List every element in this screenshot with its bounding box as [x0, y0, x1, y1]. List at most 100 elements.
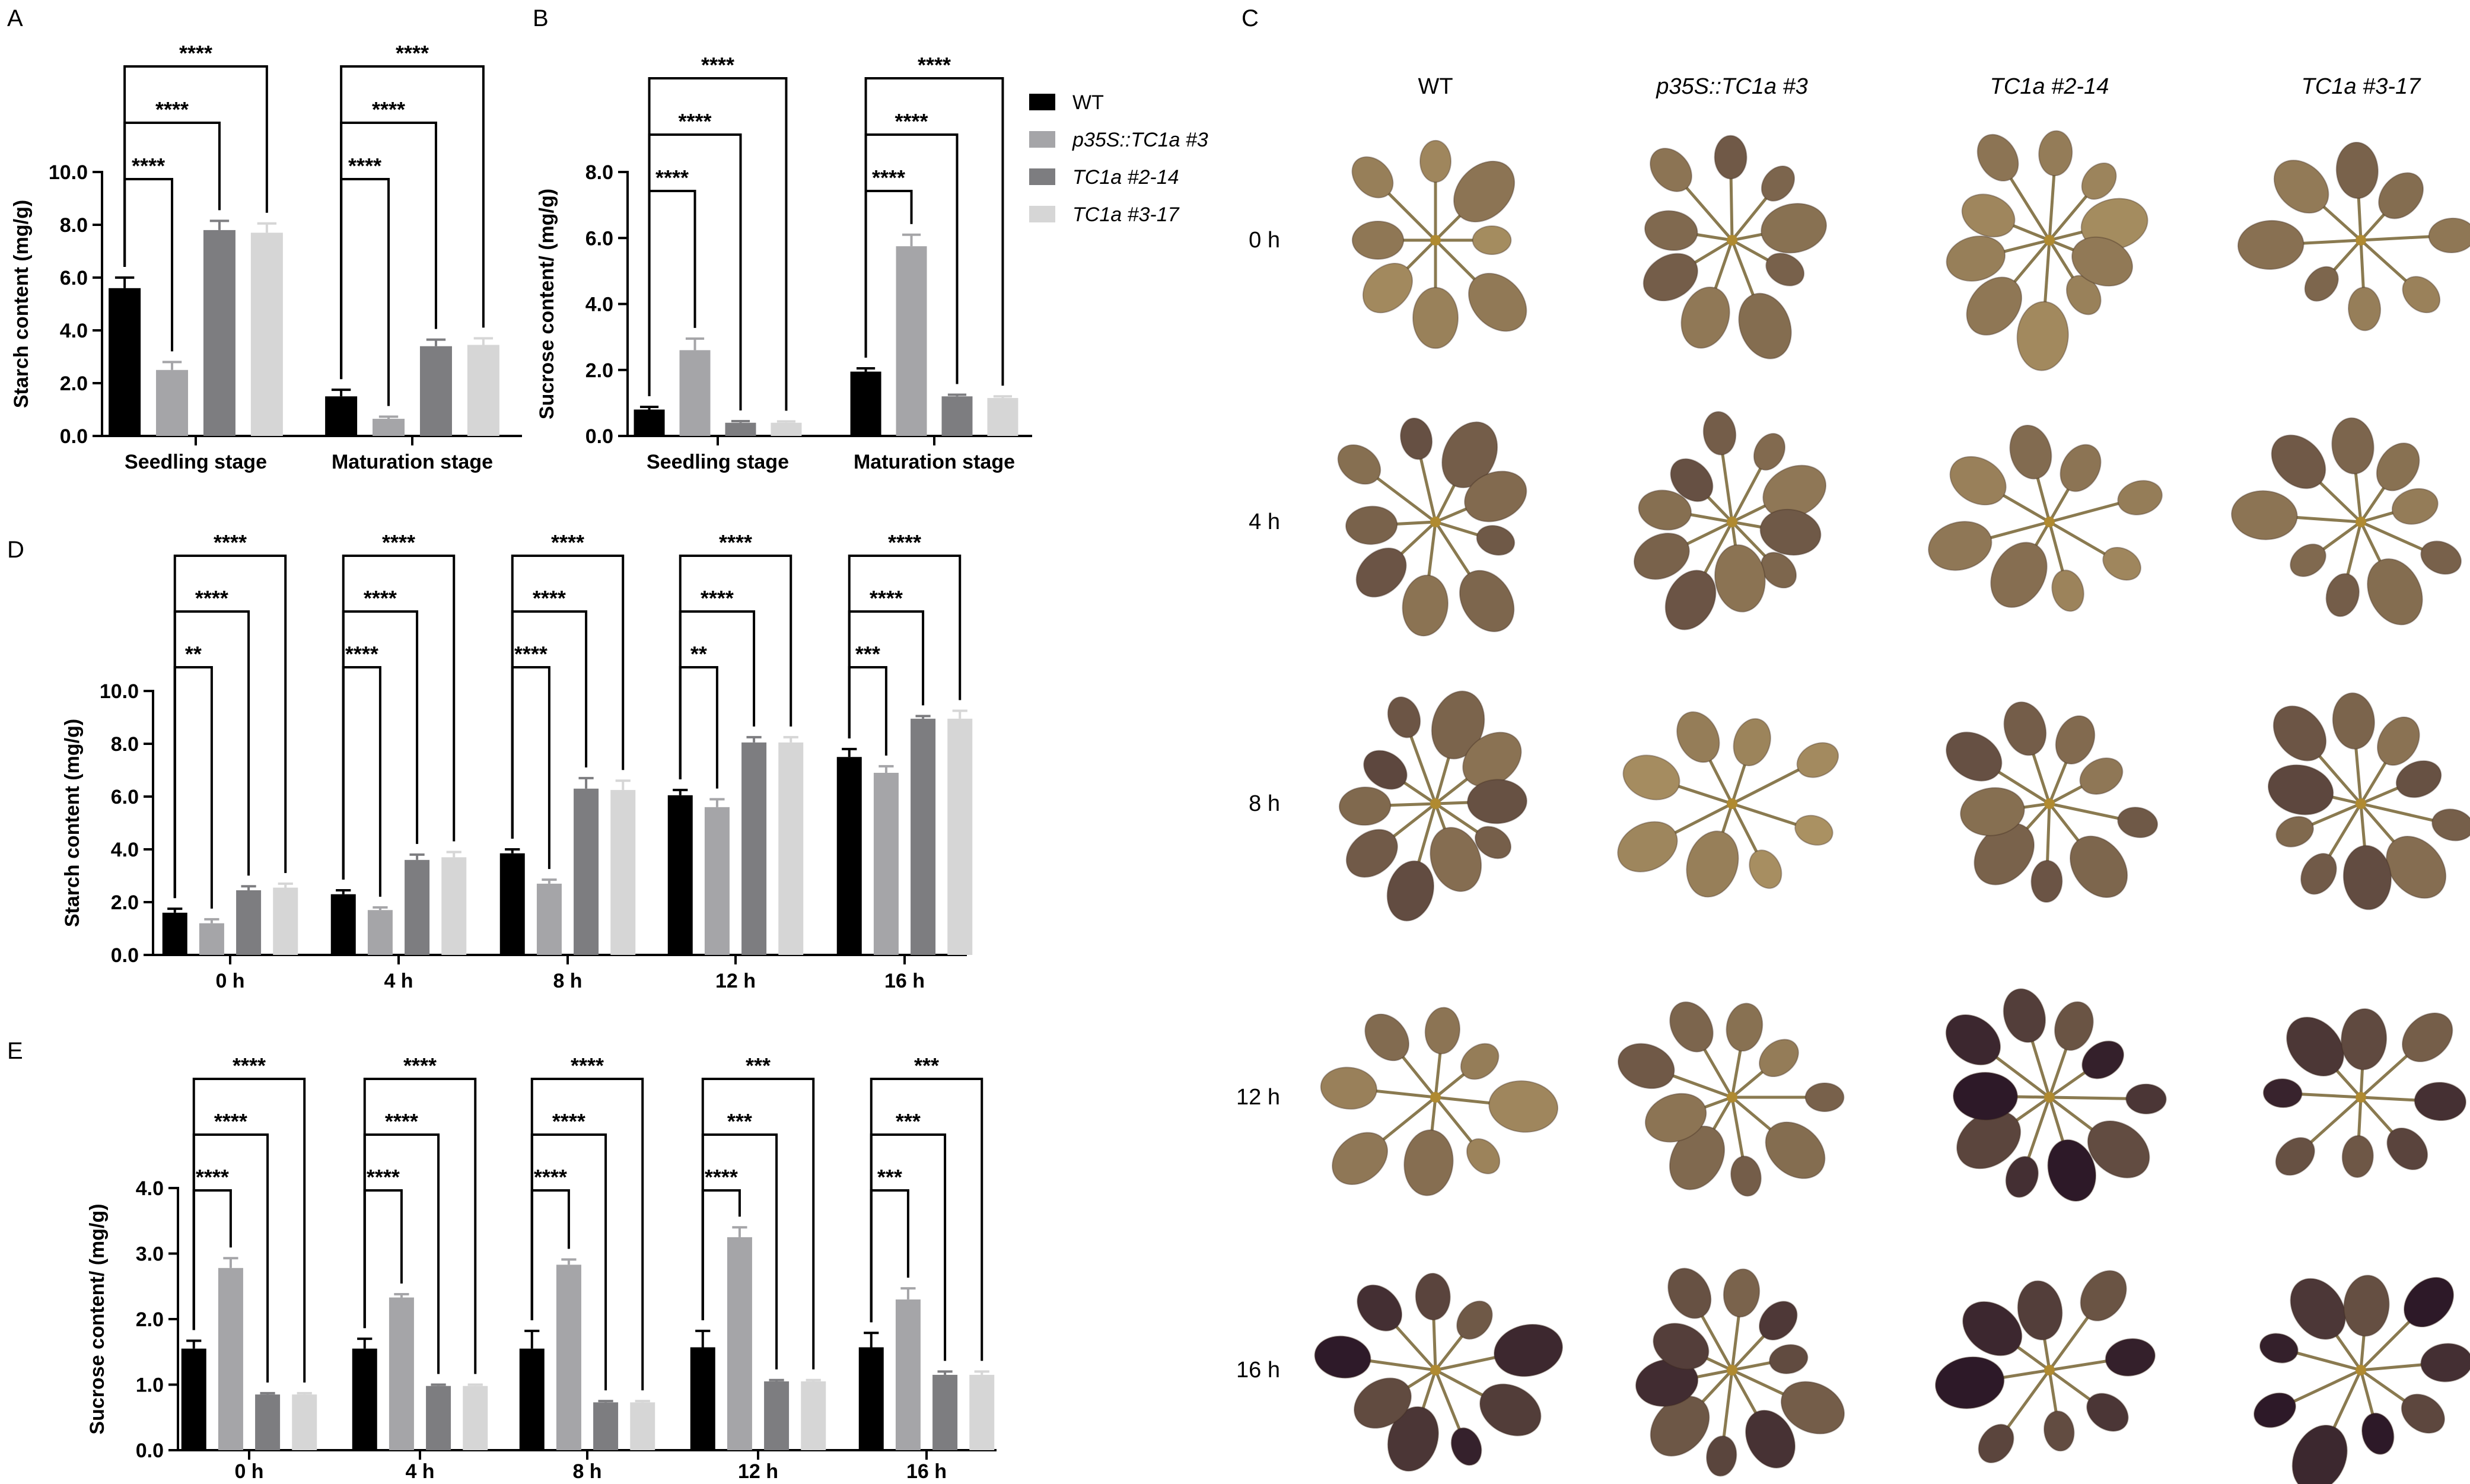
rosette-image — [1946, 130, 2148, 371]
leaf-blade — [1953, 1072, 2019, 1121]
significance-bracket — [701, 1078, 815, 1370]
leaf-blade — [1961, 193, 2016, 238]
petiole — [1434, 1331, 1466, 1371]
leaf-blade — [2070, 835, 2128, 899]
bar — [679, 350, 711, 436]
leaf-blade — [2125, 1083, 2167, 1114]
rosette-image — [1314, 1272, 1563, 1472]
leaf-blade — [1622, 754, 1680, 801]
petiole — [1991, 766, 2051, 805]
leaf — [2275, 1096, 2362, 1176]
petiole — [2048, 1368, 2095, 1404]
leaf — [1946, 731, 2051, 805]
leaf-blade — [1386, 860, 1434, 922]
y-tick-label: 6.0 — [60, 267, 88, 289]
leaf-blade — [2342, 845, 2392, 910]
leaf — [1949, 456, 2051, 524]
leaf — [1332, 1096, 1437, 1185]
leaf-blade — [1400, 417, 1433, 460]
leaf-blade — [2047, 1139, 2097, 1202]
leaf-blade — [2348, 286, 2382, 332]
leaf — [2048, 1040, 2124, 1099]
leaf-blade — [1387, 696, 1421, 738]
bar — [690, 1347, 715, 1450]
leaf — [2342, 803, 2392, 910]
petiole — [2359, 482, 2389, 523]
leaf — [2049, 480, 2163, 524]
petiole — [2360, 234, 2435, 242]
petiole — [1387, 802, 1437, 842]
petiole — [2288, 515, 2361, 524]
row-label: 16 h — [1236, 1358, 1280, 1383]
significance-label: **** — [385, 1109, 418, 1133]
significance-label: **** — [155, 97, 189, 122]
leaf — [1686, 803, 1739, 898]
leaf — [1434, 421, 1498, 523]
leaf-blade — [1760, 552, 1797, 589]
leaf-blade — [1960, 787, 2025, 836]
leaf — [1653, 1323, 1733, 1372]
bar — [725, 422, 756, 436]
petiole — [2359, 803, 2367, 854]
leaf — [1706, 1370, 1737, 1477]
leaf-blade — [1402, 574, 1449, 637]
leaf-blade — [1669, 1125, 1726, 1190]
significance-label: **** — [403, 1053, 437, 1078]
panel-letter: B — [533, 5, 549, 31]
bar — [367, 910, 393, 955]
significance-label: ** — [690, 642, 707, 666]
leaf — [1731, 508, 1822, 556]
leaf — [1731, 802, 1834, 846]
leaf — [1430, 803, 1482, 892]
leaf-blade — [1424, 1007, 1460, 1055]
petiole — [1426, 521, 1437, 584]
bar — [801, 1381, 826, 1450]
leaf-blade — [2259, 1333, 2299, 1364]
leaf-blade — [1946, 235, 2006, 282]
leaf-blade — [1664, 569, 1717, 630]
petiole — [1982, 520, 2050, 542]
leaf-blade — [1462, 731, 1522, 788]
leaf — [2262, 1078, 2361, 1109]
leaf-blade — [2273, 160, 2329, 214]
leaf — [1731, 464, 1827, 524]
bar — [463, 1386, 488, 1450]
petiole — [2360, 802, 2439, 823]
leaf — [1702, 411, 1737, 523]
petiole — [2360, 784, 2404, 805]
petiole — [1730, 1044, 1743, 1098]
leaf — [1731, 1096, 1826, 1179]
significance-label: **** — [396, 41, 429, 65]
petiole — [2048, 483, 2073, 523]
leaf — [2049, 1338, 2156, 1377]
rosette-center — [1727, 1092, 1737, 1103]
petiole — [1730, 240, 1758, 304]
significance-bracket — [192, 1078, 306, 1383]
leaf-blade — [1464, 470, 1527, 523]
petiole — [1731, 1331, 1769, 1371]
petiole — [2359, 240, 2366, 294]
leaf — [1726, 1002, 1764, 1098]
rosette-image — [2262, 1008, 2466, 1178]
bar — [574, 788, 599, 955]
leaf-blade — [2272, 705, 2327, 762]
significance-bracket — [340, 65, 485, 380]
petiole — [2048, 1097, 2067, 1149]
leaf — [2332, 692, 2375, 804]
bar — [273, 887, 298, 955]
leaf-blade — [2030, 859, 2063, 903]
x-tick-label: 0 h — [215, 970, 244, 992]
leaf — [2048, 715, 2096, 804]
leaf — [2231, 490, 2361, 540]
leaf — [1434, 1368, 1542, 1437]
petiole — [2360, 1050, 2413, 1098]
petiole — [2048, 520, 2110, 558]
leaf — [1345, 505, 1436, 545]
y-tick-label: 0.0 — [585, 425, 613, 448]
bar — [836, 757, 862, 955]
rosette-center — [1430, 517, 1441, 527]
leaf — [2359, 442, 2420, 523]
leaf — [2348, 240, 2382, 332]
x-tick-label: 4 h — [384, 970, 413, 992]
petiole — [1681, 182, 1733, 241]
